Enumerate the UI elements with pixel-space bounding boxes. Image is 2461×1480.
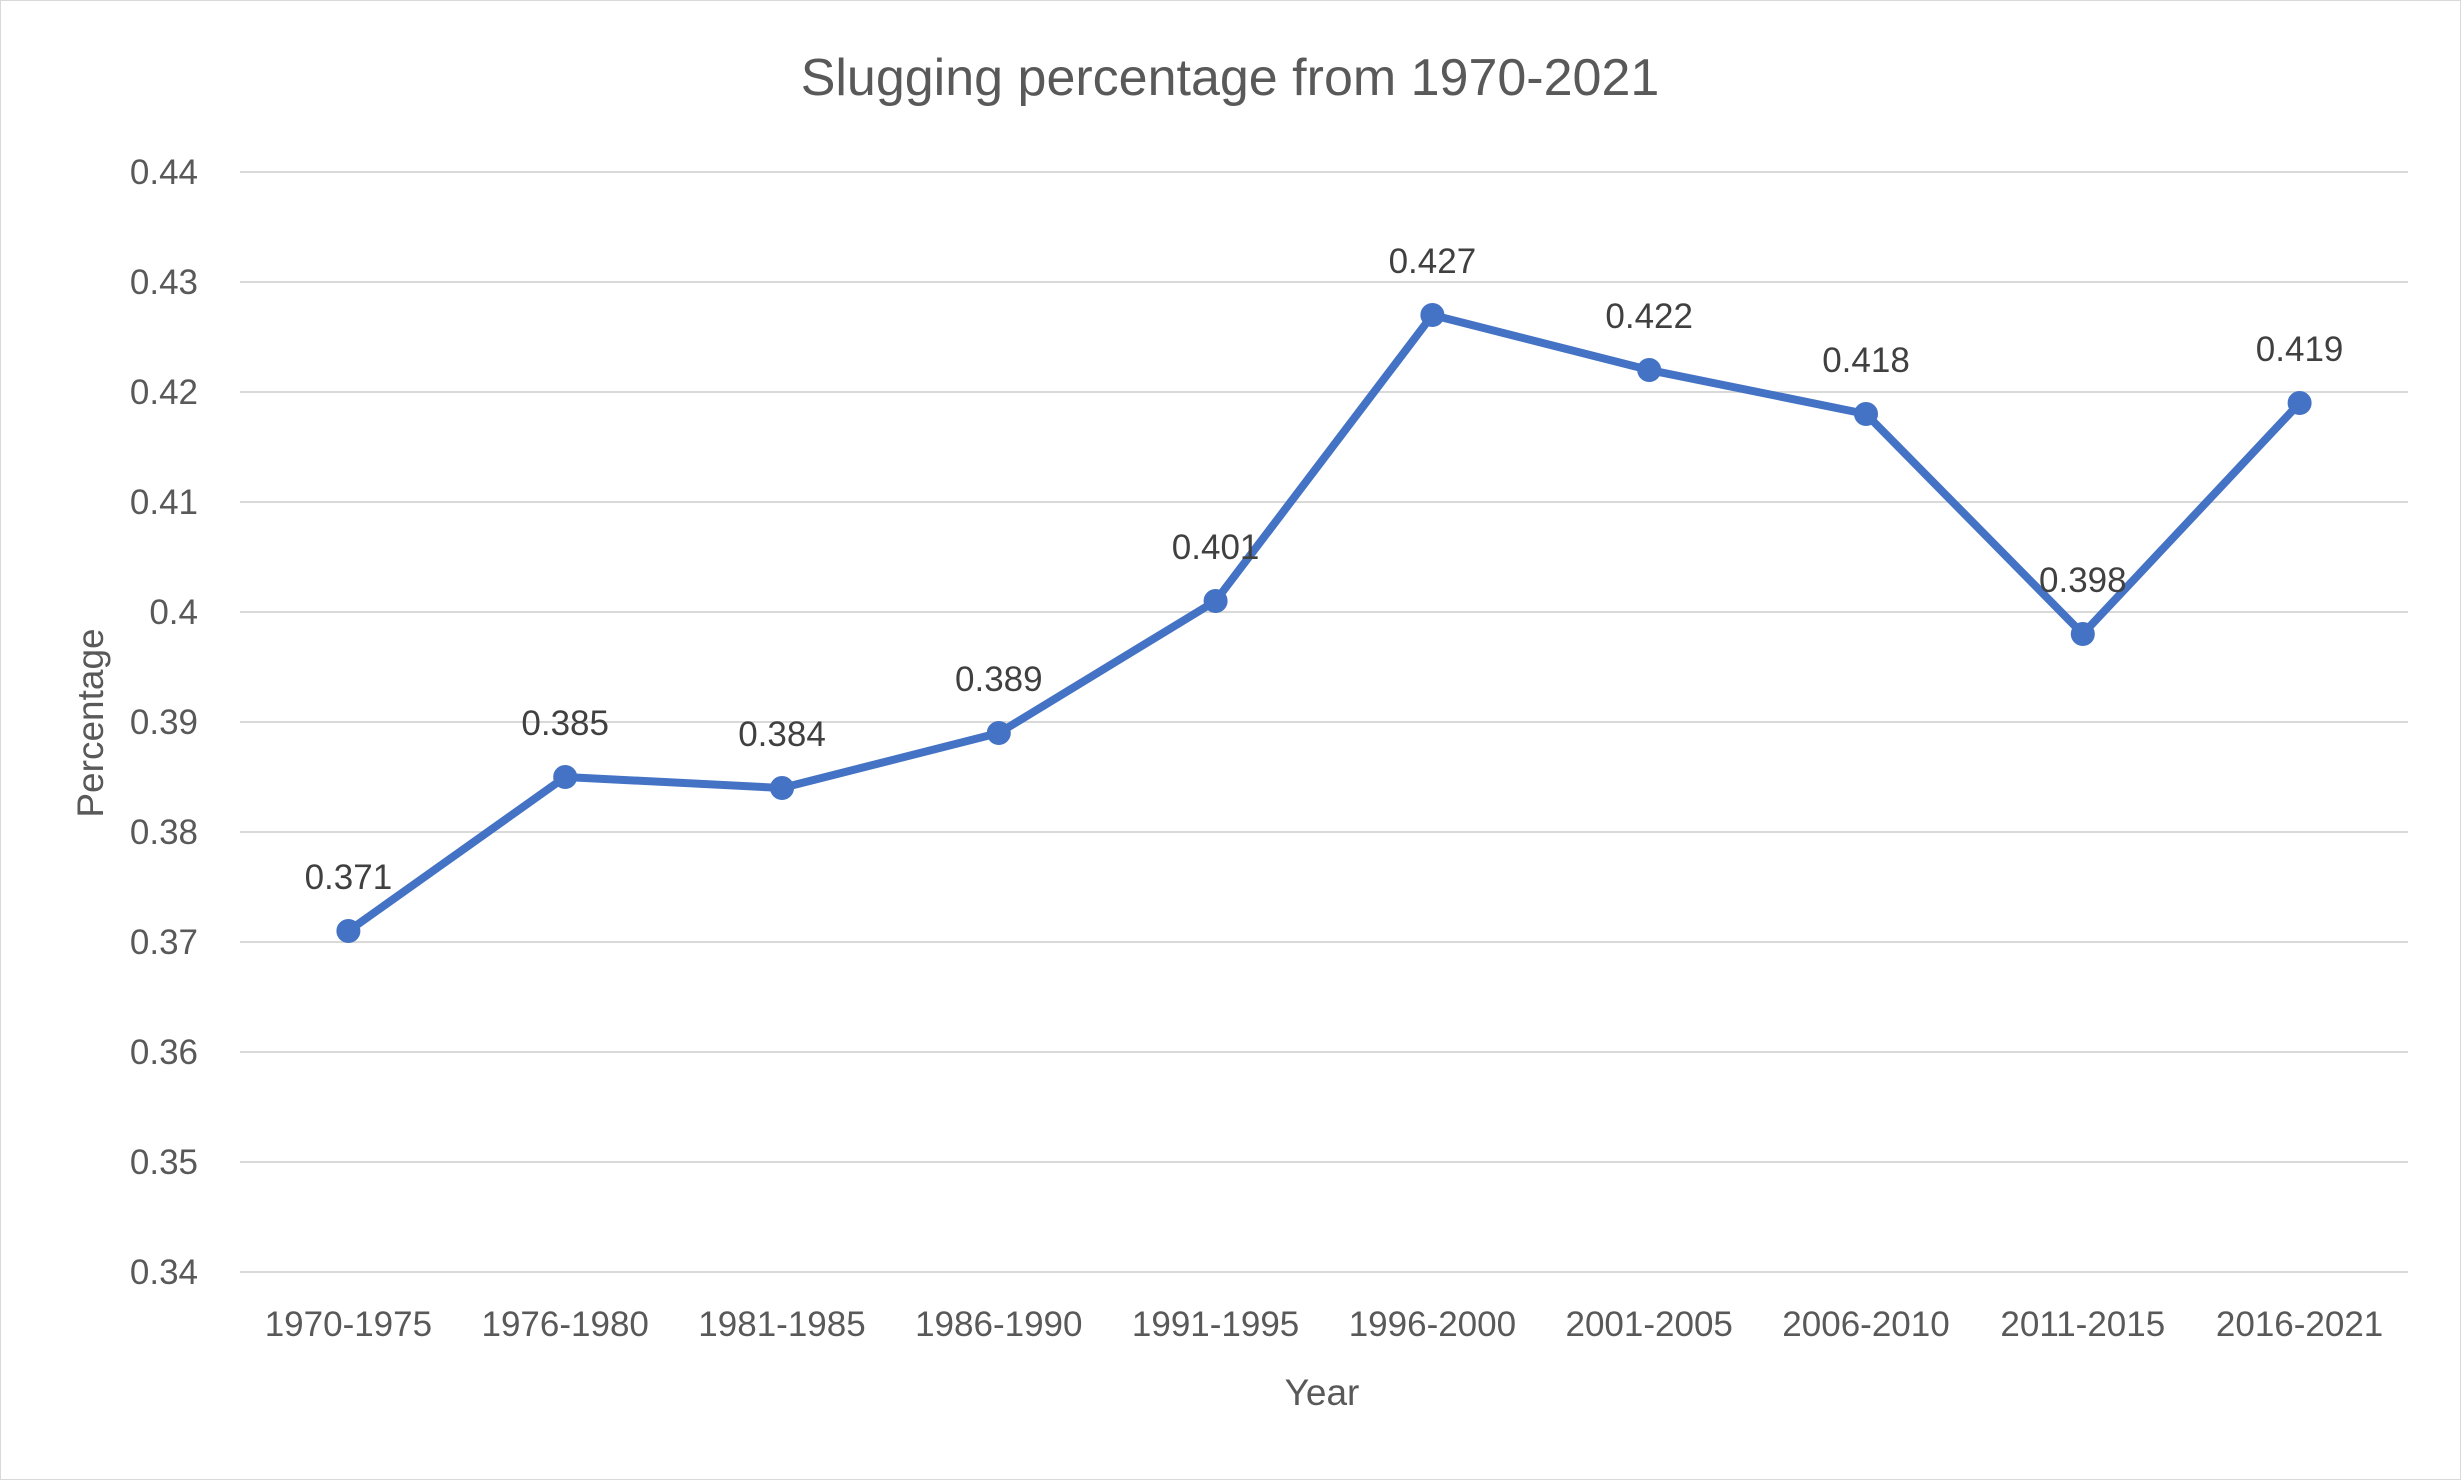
data-labels: 0.371 0.385 0.384 0.389 0.401 0.427 0.422 0.418… bbox=[305, 242, 2344, 897]
y-tick-label: 0.42 bbox=[130, 373, 198, 412]
y-tick-label: 0.43 bbox=[130, 263, 198, 302]
y-axis-ticks: 0.34 0.35 0.36 0.37 0.38 0.39 0.4 0.41 0.42 0.43 0… bbox=[130, 153, 198, 1292]
y-tick-label: 0.37 bbox=[130, 923, 198, 962]
x-tick-label: 1981-1985 bbox=[698, 1305, 865, 1344]
y-tick-label: 0.41 bbox=[130, 483, 198, 522]
x-axis-title: Year bbox=[1285, 1372, 1360, 1413]
data-label: 0.427 bbox=[1389, 242, 1477, 281]
y-tick-label: 0.34 bbox=[130, 1253, 198, 1292]
data-label: 0.401 bbox=[1172, 528, 1260, 567]
data-label: 0.385 bbox=[521, 704, 609, 743]
y-tick-label: 0.44 bbox=[130, 153, 198, 192]
data-label: 0.384 bbox=[738, 715, 826, 754]
data-point bbox=[770, 776, 794, 800]
data-label: 0.389 bbox=[955, 660, 1043, 699]
y-tick-label: 0.35 bbox=[130, 1143, 198, 1182]
x-tick-label: 1991-1995 bbox=[1132, 1305, 1299, 1344]
y-axis-title: Percentage bbox=[70, 628, 111, 817]
data-point bbox=[1854, 402, 1878, 426]
gridlines bbox=[240, 171, 2408, 1273]
x-tick-label: 1996-2000 bbox=[1349, 1305, 1516, 1344]
y-tick-label: 0.4 bbox=[149, 593, 198, 632]
data-point bbox=[553, 765, 578, 789]
series-layer bbox=[336, 303, 2312, 943]
x-tick-label: 2016-2021 bbox=[2216, 1305, 2383, 1344]
x-tick-label: 1970-1975 bbox=[265, 1305, 432, 1344]
data-label: 0.422 bbox=[1605, 297, 1693, 336]
x-tick-label: 2011-2015 bbox=[2000, 1305, 2165, 1344]
series-line bbox=[344, 311, 2304, 935]
x-tick-label: 2001-2005 bbox=[1566, 1305, 1733, 1344]
x-tick-label: 1986-1990 bbox=[915, 1305, 1082, 1344]
data-point bbox=[986, 721, 1011, 745]
data-label: 0.371 bbox=[305, 858, 393, 897]
y-tick-label: 0.38 bbox=[130, 813, 198, 852]
data-point bbox=[2070, 622, 2095, 646]
data-point bbox=[1637, 358, 1662, 382]
x-tick-label: 2006-2010 bbox=[1782, 1305, 1949, 1344]
x-tick-label: 1976-1980 bbox=[482, 1305, 649, 1344]
chart-title: Slugging percentage from 1970-2021 bbox=[801, 49, 1660, 107]
x-axis-ticks: 1970-1975 1976-1980 1981-1985 1986-1990 1991… bbox=[265, 1305, 2384, 1344]
data-point bbox=[1420, 303, 1445, 327]
y-tick-label: 0.39 bbox=[130, 703, 198, 742]
data-point bbox=[1203, 589, 1228, 613]
data-point bbox=[336, 919, 361, 943]
data-label: 0.398 bbox=[2039, 561, 2127, 600]
data-label: 0.418 bbox=[1822, 341, 1910, 380]
y-tick-label: 0.36 bbox=[130, 1033, 198, 1072]
data-point bbox=[2287, 391, 2312, 415]
data-label: 0.419 bbox=[2256, 330, 2344, 369]
